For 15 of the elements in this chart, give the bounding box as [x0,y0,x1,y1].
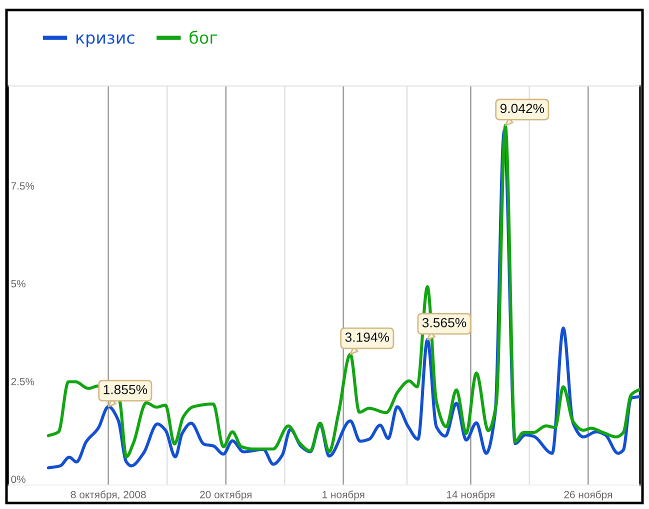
legend-label: кризис [76,34,134,48]
x-tick-label: 1 ноября [322,490,364,500]
x-tick-label: 26 ноября [564,490,612,500]
y-tick-label: 5% [11,280,26,288]
y-tick-label: 2.5% [11,378,34,386]
annotation: 3.565% [422,318,466,328]
x-tick-label: 14 ноября [447,490,494,500]
y-tick-label: 0% [11,476,26,484]
legend-label: бог [190,30,218,44]
y-tick-label: 7.5% [11,182,34,190]
annotation: 9.042% [500,104,544,114]
annotation: 3.194% [345,332,390,342]
x-tick-label: 8 октября, 2008 [70,490,146,500]
annotation: 1.855% [104,384,148,394]
x-tick-label: 20 октября [200,490,252,500]
